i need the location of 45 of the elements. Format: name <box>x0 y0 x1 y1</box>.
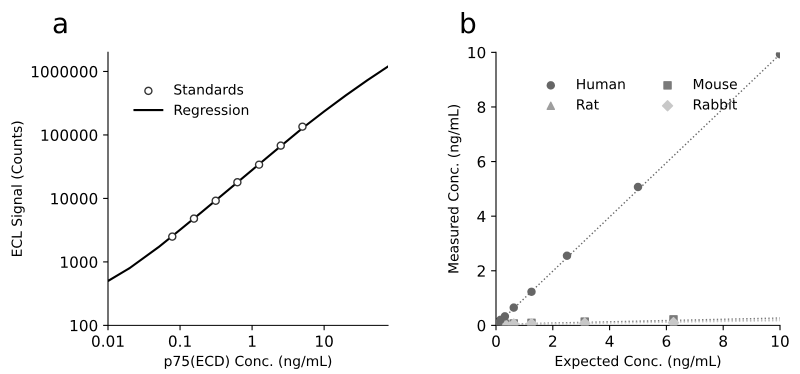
point <box>510 303 518 312</box>
legend-label: Mouse <box>694 78 737 90</box>
y-tick-label: 0 <box>478 320 486 332</box>
y-axis-title: ECL Signal (Counts) <box>11 122 25 256</box>
y-tick-label: 6 <box>478 156 486 168</box>
x-tick-label: 1 <box>248 336 256 347</box>
y-tick-label: 2 <box>478 265 485 277</box>
chart-title: b <box>462 12 476 34</box>
point <box>527 288 536 296</box>
x-tick-label: 2 <box>549 335 556 347</box>
point <box>190 214 198 223</box>
legend-label: Rat <box>577 99 599 110</box>
point <box>233 178 242 186</box>
legend-label: Regression <box>174 104 248 118</box>
y-tick-label: 4 <box>477 210 486 222</box>
x-axis-title: p75(ECD) Conc. (ng/mL) <box>164 355 332 369</box>
y-tick-label: 100 <box>70 320 98 332</box>
point <box>562 252 572 260</box>
x-tick-label: 0.01 <box>92 335 124 347</box>
point <box>254 160 264 169</box>
x-tick-label: 4 <box>605 336 614 347</box>
x-tick-label: 6 <box>662 335 670 347</box>
y-tick-label: 1000000 <box>32 66 98 78</box>
point <box>168 232 177 241</box>
point <box>211 196 220 205</box>
legend-label: Rabbit <box>694 98 737 110</box>
x-tick-label: 10 <box>316 335 333 347</box>
x-tick-label: 0 <box>492 335 500 347</box>
point <box>500 312 510 321</box>
chart-title: a <box>54 18 66 34</box>
point <box>298 122 307 131</box>
x-axis-title: Expected Conc. (ng/mL) <box>556 355 720 369</box>
x-tick-label: 0.1 <box>168 335 191 347</box>
x-tick-label: 10 <box>772 335 789 347</box>
y-tick-label: 10000 <box>51 192 98 204</box>
y-axis-title: Measured Conc. (ng/mL) <box>448 105 462 273</box>
legend-label: Human <box>577 78 625 90</box>
legend-label: Standards <box>174 84 244 95</box>
y-tick-label: 8 <box>478 101 486 113</box>
point <box>276 141 285 150</box>
y-tick-label: 1000 <box>61 256 98 268</box>
x-tick-label: 8 <box>719 335 728 347</box>
y-tick-label: 100000 <box>42 129 98 141</box>
y-tick-label: 10 <box>468 46 486 58</box>
point <box>634 182 642 192</box>
